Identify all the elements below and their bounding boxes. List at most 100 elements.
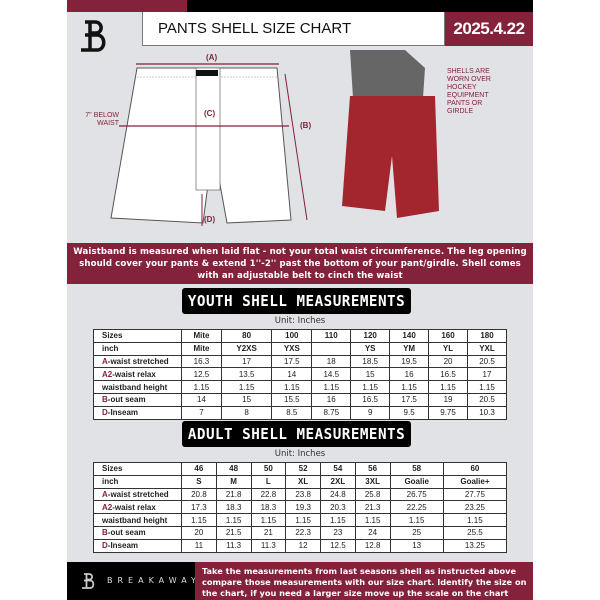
table-cell: 1.15 (466, 380, 508, 394)
table-cell: 17.5 (271, 354, 313, 369)
row-label: inch (93, 474, 182, 489)
youth-section-title: YOUTH SHELL MEASUREMENTS (182, 288, 411, 314)
row-label: waistband height (93, 513, 182, 527)
table-cell: 11.3 (215, 538, 252, 553)
measure-name: -out seam (107, 528, 146, 538)
table-cell: 160 (428, 329, 468, 343)
table-cell: 1.15 (350, 380, 391, 394)
table-cell: 16.5 (350, 392, 391, 407)
row-label: A-waist stretched (93, 487, 182, 502)
table-cell: 12.5 (181, 367, 222, 382)
table-cell: 27.75 (442, 487, 508, 502)
table-row: A2-waist relax 17.3 18.3 18.3 19.3 20.3 21.3 22… (93, 500, 508, 515)
date-badge: 2025.4.22 (445, 12, 533, 46)
table-cell: 48 (215, 462, 252, 476)
table-row: B-out seam 20 21.5 21 22.3 23 24 25 25.5 (93, 525, 508, 540)
row-label: waistband height (93, 380, 182, 394)
table-cell: 21.8 (215, 487, 252, 502)
measure-code: A (102, 489, 108, 499)
adult-size-table: Sizes 46 48 50 52 54 56 58 60 inch S M L XL 2XL 3XL Goal… (93, 462, 508, 553)
table-cell: XL (285, 474, 321, 489)
row-label: A2-waist relax (93, 367, 182, 382)
measure-name: -Inseam (107, 541, 139, 551)
table-cell: 1.15 (354, 513, 391, 527)
table-row: A-waist stretched 20.8 21.8 22.8 23.8 24.8 25.… (93, 487, 508, 502)
table-cell: 18.3 (250, 500, 287, 515)
table-cell: 26.75 (389, 487, 444, 502)
measure-name: -waist relax (112, 502, 156, 512)
measure-name: inch (102, 477, 119, 487)
table-cell: 20 (181, 525, 217, 540)
table-cell: 18.3 (215, 500, 252, 515)
table-row: A-waist stretched 16.3 17 17.5 18 18.5 19.5 20 2… (93, 354, 508, 369)
table-cell: 22.8 (250, 487, 287, 502)
table-cell: 56 (354, 462, 391, 476)
table-cell: 14 (271, 367, 313, 382)
table-cell: 8 (220, 405, 273, 420)
measure-name: Sizes (102, 464, 123, 474)
table-row: waistband height 1.15 1.15 1.15 1.15 1.15 1.15… (93, 380, 508, 394)
table-row: inch S M L XL 2XL 3XL Goalie Goalie+ (93, 474, 508, 489)
table-cell: 17.5 (389, 392, 430, 407)
table-cell: 9.5 (389, 405, 430, 420)
table-cell: 19 (428, 392, 468, 407)
table-cell: 100 (271, 329, 313, 343)
table-cell: 12.5 (320, 538, 356, 553)
table-cell: 16 (389, 367, 430, 382)
measure-code: A2 (102, 502, 113, 512)
table-cell: L (250, 474, 287, 489)
table-cell: 20.5 (466, 392, 508, 407)
table-cell: 23.25 (442, 500, 508, 515)
pants-diagram (110, 50, 439, 226)
table-cell: 21.5 (215, 525, 252, 540)
table-cell: 17.3 (181, 500, 217, 515)
table-cell: 18.5 (350, 354, 391, 369)
page-title: PANTS SHELL SIZE CHART (142, 12, 445, 46)
shell-note: SHELLS ARE WORN OVER HOCKEY EQUIPMENT PA… (447, 68, 491, 115)
table-cell: 15.5 (271, 392, 313, 407)
row-label: B-out seam (93, 525, 182, 540)
row-label: D-Inseam (93, 538, 182, 553)
table-cell: 1.15 (389, 513, 444, 527)
label-d: (D) (204, 215, 216, 224)
table-cell: 20.3 (320, 500, 356, 515)
table-cell: YXL (466, 341, 508, 356)
row-label: Sizes (93, 462, 182, 476)
table-cell: 1.15 (311, 380, 352, 394)
table-cell: 60 (442, 462, 508, 476)
youth-size-table: Sizes Mite 80 100 110 120 140 160 180 inch Mite Y2X… (93, 329, 508, 420)
measure-code: A2 (102, 369, 113, 379)
table-cell: 13 (389, 538, 444, 553)
row-label: Sizes (93, 329, 182, 343)
info-band: Waistband is measured when laid flat - n… (67, 243, 533, 284)
table-row: inch Mite Y2XS YXS YS YM YL YXL (93, 341, 508, 356)
table-cell: 20.8 (181, 487, 217, 502)
table-cell: 22.25 (389, 500, 444, 515)
table-cell: 17 (466, 367, 508, 382)
table-cell: 9 (350, 405, 391, 420)
table-cell: 140 (389, 329, 430, 343)
table-row: A2-waist relax 12.5 13.5 14 14.5 15 16 16.5 17 (93, 367, 508, 382)
table-cell: 8.5 (271, 405, 313, 420)
label-a: (A) (206, 53, 218, 62)
table-cell: YM (389, 341, 430, 356)
label-b: (B) (300, 121, 312, 130)
table-cell: 58 (389, 462, 444, 476)
table-cell: 50 (250, 462, 287, 476)
table-cell: 180 (466, 329, 508, 343)
measure-name: waistband height (102, 382, 168, 392)
table-cell: 22.3 (285, 525, 321, 540)
measure-name: -waist stretched (107, 489, 169, 499)
row-label: A2-waist relax (93, 500, 182, 515)
illustration: (A) (C) (B) (D) 7'' BELOW WAIST SHELLS A… (67, 46, 533, 243)
table-cell: 3XL (354, 474, 391, 489)
top-bar (67, 0, 533, 12)
measure-name: -waist stretched (107, 356, 169, 366)
table-cell: 20 (428, 354, 468, 369)
table-cell: 1.15 (250, 513, 287, 527)
table-cell: 11 (181, 538, 217, 553)
breakaway-small-logo-icon (82, 573, 95, 589)
table-row: Sizes 46 48 50 52 54 56 58 60 (93, 462, 508, 476)
below-waist-label: 7'' BELOW WAIST (85, 112, 119, 127)
table-cell: YXS (271, 341, 313, 356)
